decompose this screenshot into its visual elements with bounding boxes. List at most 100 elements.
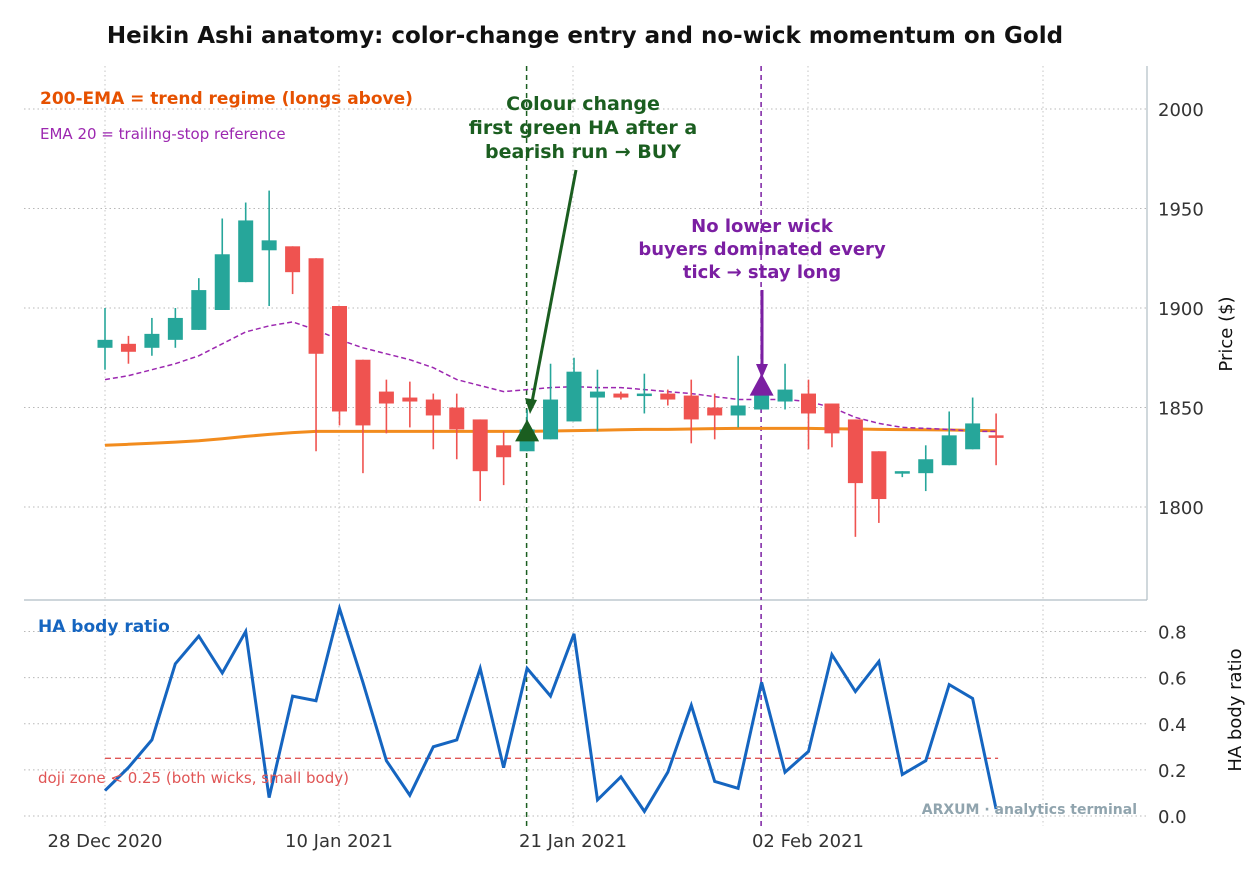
colour-change-line-1: Colour change	[506, 93, 660, 115]
colour-change-line-2: first green HA after a	[469, 117, 697, 139]
candle-body	[332, 306, 347, 412]
colour-change-annotation: Colour change first green HA after a bea…	[469, 93, 697, 414]
ha-candle	[402, 381, 418, 428]
ha-candle	[730, 355, 746, 428]
ema20-note: EMA 20 = trailing-stop reference	[40, 125, 286, 143]
candle-body	[894, 471, 910, 474]
ha-candle	[613, 391, 629, 400]
ha-candle	[214, 218, 230, 310]
ha-candle	[355, 359, 371, 474]
candle-body	[589, 391, 605, 398]
candle-body	[425, 399, 441, 416]
ratio-tick-label: 0.0	[1158, 807, 1187, 828]
candle-body	[238, 220, 254, 283]
watermark: ARXUM · analytics terminal	[922, 802, 1137, 818]
ha-candle	[683, 379, 699, 444]
ratio-y-axis-label: HA body ratio	[1225, 648, 1246, 771]
candle-body	[496, 445, 512, 458]
candle-body	[730, 405, 746, 416]
no-wick-line-2: buyers dominated every	[638, 239, 886, 260]
candle-body	[777, 389, 793, 402]
candle-body	[918, 459, 934, 474]
x-tick-label: 10 Jan 2021	[285, 831, 393, 852]
ratio-tick-label: 0.6	[1158, 669, 1187, 690]
ha-candle	[308, 258, 324, 452]
ha-candle	[801, 379, 816, 450]
candle-body	[660, 393, 676, 400]
candle-body	[636, 393, 652, 397]
ha-candle	[191, 278, 207, 330]
candle-body	[941, 435, 957, 466]
no-wick-line-1: No lower wick	[691, 216, 834, 237]
candle-body	[613, 393, 629, 398]
candle-body	[824, 403, 840, 434]
ha-candle	[378, 379, 394, 434]
signal-markers	[515, 373, 774, 442]
body-ratio-panel: 0.0 0.2 0.4 0.6 0.8 HA body ratio HA body ra…	[24, 603, 1246, 828]
body-ratio-line	[103, 603, 998, 815]
event-lines-price	[525, 66, 762, 600]
candle-body	[566, 371, 582, 422]
ha-candle	[449, 393, 465, 460]
ha-candle	[988, 413, 1004, 466]
candle-body	[402, 397, 418, 402]
ha-candle	[941, 411, 957, 466]
event-lines-ratio	[525, 605, 762, 826]
ratio-tick-label: 0.4	[1158, 715, 1187, 736]
ha-candle	[120, 335, 136, 364]
ha-candle	[285, 246, 301, 295]
ha-candle	[543, 363, 559, 440]
ratio-panel-title: HA body ratio	[38, 617, 170, 637]
candle-body	[167, 317, 183, 340]
ha-candle	[707, 393, 723, 440]
price-tick-label: 1900	[1158, 299, 1204, 320]
x-tick-label: 02 Feb 2021	[752, 831, 864, 852]
ha-candle	[97, 308, 113, 370]
candle-body	[847, 419, 863, 484]
ha-candle	[472, 419, 488, 502]
candle-body	[191, 290, 207, 330]
price-y-axis-label: Price ($)	[1216, 296, 1237, 371]
buy-signal-marker	[515, 419, 540, 442]
ratio-y-ticks: 0.0 0.2 0.4 0.6 0.8	[1158, 623, 1187, 828]
price-panel: 1800 1850 1900 1950 2000 Price ($) 200-EMA =…	[24, 66, 1237, 601]
ha-candle	[894, 471, 910, 478]
candle-body	[261, 240, 277, 251]
candle-body	[285, 246, 301, 273]
price-tick-label: 1850	[1158, 399, 1204, 420]
ratio-tick-label: 0.8	[1158, 623, 1187, 644]
x-grid-ratio	[104, 605, 1044, 826]
ha-candle	[332, 306, 347, 426]
candle-body	[988, 435, 1004, 438]
candle-body	[871, 451, 887, 500]
no-wick-arrow-head	[756, 364, 768, 378]
no-wick-line-3: tick → stay long	[683, 262, 841, 283]
x-axis-ticks: 28 Dec 2020 10 Jan 2021 21 Jan 2021 02 Feb …	[48, 831, 865, 852]
price-tick-label: 1950	[1158, 200, 1204, 221]
candle-body	[472, 419, 488, 472]
ha-candle	[918, 445, 934, 492]
ha-candle	[636, 373, 652, 414]
candle-body	[683, 395, 699, 420]
ha-candle	[566, 357, 582, 422]
candle-body	[120, 343, 136, 352]
ha-candle	[965, 397, 981, 450]
ha-candle	[425, 393, 441, 450]
candle-body	[378, 391, 394, 404]
price-tick-label: 2000	[1158, 100, 1204, 121]
ha-candle	[167, 308, 183, 348]
no-wick-signal-marker	[749, 373, 774, 396]
colour-change-arrow-head	[525, 398, 537, 414]
colour-change-arrow-shaft	[530, 169, 578, 403]
ha-candle	[847, 419, 863, 537]
colour-change-line-3: bearish run → BUY	[485, 141, 681, 163]
candle-body	[801, 393, 816, 414]
candle-body	[144, 333, 160, 348]
ha-candle	[777, 363, 793, 410]
ha-candle	[261, 190, 277, 307]
candle-body	[97, 339, 113, 348]
price-y-ticks: 1800 1850 1900 1950 2000	[1158, 100, 1204, 519]
ha-candle	[496, 431, 512, 486]
candle-body	[707, 407, 723, 416]
